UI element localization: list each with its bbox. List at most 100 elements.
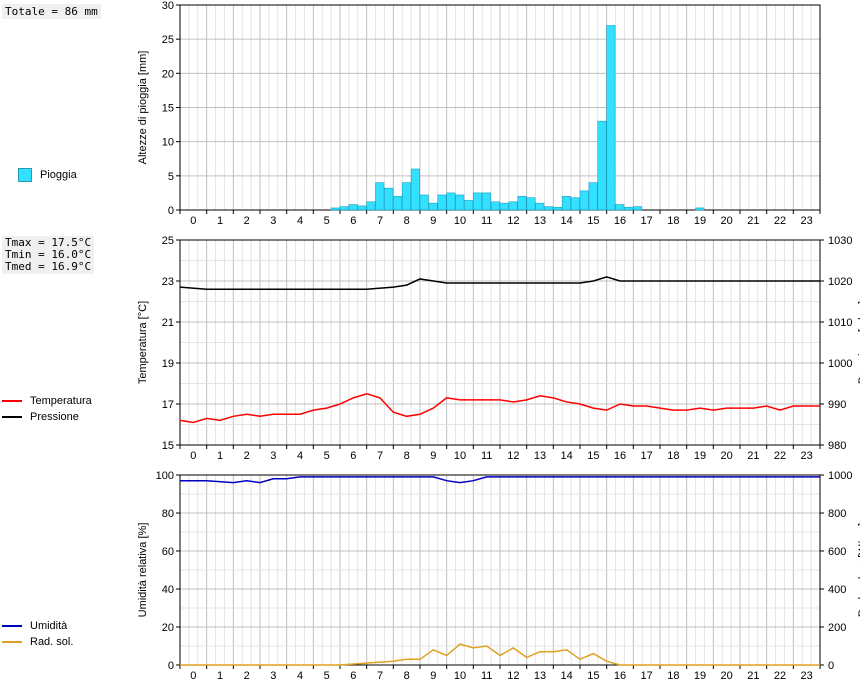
svg-text:0: 0 xyxy=(168,205,174,217)
svg-text:15: 15 xyxy=(587,450,599,462)
svg-text:15: 15 xyxy=(162,103,174,115)
svg-text:20: 20 xyxy=(721,670,733,682)
svg-text:15: 15 xyxy=(587,215,599,227)
svg-text:19: 19 xyxy=(694,670,706,682)
svg-text:20: 20 xyxy=(721,215,733,227)
svg-text:1030: 1030 xyxy=(828,235,852,247)
svg-text:12: 12 xyxy=(507,450,519,462)
svg-text:23: 23 xyxy=(801,450,813,462)
svg-text:100: 100 xyxy=(156,470,174,482)
svg-text:13: 13 xyxy=(534,450,546,462)
svg-text:25: 25 xyxy=(162,235,174,247)
svg-text:16: 16 xyxy=(614,670,626,682)
svg-text:2: 2 xyxy=(244,215,250,227)
svg-text:19: 19 xyxy=(162,358,174,370)
svg-text:17: 17 xyxy=(641,215,653,227)
svg-text:8: 8 xyxy=(404,215,410,227)
svg-text:14: 14 xyxy=(561,450,573,462)
svg-text:18: 18 xyxy=(667,215,679,227)
svg-text:17: 17 xyxy=(162,399,174,411)
svg-text:5: 5 xyxy=(324,450,330,462)
svg-text:0: 0 xyxy=(190,215,196,227)
svg-text:400: 400 xyxy=(828,584,846,596)
svg-text:11: 11 xyxy=(481,450,492,462)
svg-text:20: 20 xyxy=(721,450,733,462)
svg-text:4: 4 xyxy=(297,670,303,682)
svg-text:40: 40 xyxy=(162,584,174,596)
svg-text:4: 4 xyxy=(297,215,303,227)
svg-text:9: 9 xyxy=(430,215,436,227)
svg-text:21: 21 xyxy=(747,450,759,462)
svg-text:10: 10 xyxy=(162,137,174,149)
svg-text:19: 19 xyxy=(694,215,706,227)
svg-text:200: 200 xyxy=(828,622,846,634)
svg-text:800: 800 xyxy=(828,508,846,520)
svg-text:13: 13 xyxy=(534,670,546,682)
svg-text:16: 16 xyxy=(614,215,626,227)
svg-text:30: 30 xyxy=(162,0,174,12)
svg-text:15: 15 xyxy=(587,670,599,682)
svg-text:0: 0 xyxy=(190,670,196,682)
svg-text:23: 23 xyxy=(162,276,174,288)
svg-text:20: 20 xyxy=(162,68,174,80)
svg-text:18: 18 xyxy=(667,450,679,462)
svg-text:Temperatura [°C]: Temperatura [°C] xyxy=(137,301,149,384)
svg-text:8: 8 xyxy=(404,670,410,682)
svg-text:1010: 1010 xyxy=(828,317,852,329)
svg-text:0: 0 xyxy=(828,660,834,672)
svg-text:6: 6 xyxy=(350,670,356,682)
svg-text:Umidità relativa [%]: Umidità relativa [%] xyxy=(137,523,149,618)
svg-text:7: 7 xyxy=(377,215,383,227)
svg-text:80: 80 xyxy=(162,508,174,520)
svg-text:60: 60 xyxy=(162,546,174,558)
svg-text:14: 14 xyxy=(561,670,573,682)
svg-text:14: 14 xyxy=(561,215,573,227)
svg-text:5: 5 xyxy=(168,171,174,183)
svg-text:21: 21 xyxy=(162,317,174,329)
charts-svg: 0510152025300123456789101112131415161718… xyxy=(0,0,860,690)
svg-text:2: 2 xyxy=(244,450,250,462)
svg-text:11: 11 xyxy=(481,670,492,682)
svg-text:8: 8 xyxy=(404,450,410,462)
svg-text:2: 2 xyxy=(244,670,250,682)
svg-text:Altezze di pioggia [mm]: Altezze di pioggia [mm] xyxy=(137,51,149,165)
svg-text:22: 22 xyxy=(774,215,786,227)
svg-text:7: 7 xyxy=(377,450,383,462)
svg-text:1: 1 xyxy=(217,215,223,227)
svg-text:980: 980 xyxy=(828,440,846,452)
svg-text:10: 10 xyxy=(454,450,466,462)
svg-text:1: 1 xyxy=(217,450,223,462)
svg-text:3: 3 xyxy=(270,215,276,227)
svg-text:9: 9 xyxy=(430,450,436,462)
svg-text:600: 600 xyxy=(828,546,846,558)
svg-text:3: 3 xyxy=(270,450,276,462)
weather-dashboard: Totale = 86 mm Pioggia Tmax = 17.5°C Tmi… xyxy=(0,0,860,690)
svg-text:1020: 1020 xyxy=(828,276,852,288)
svg-text:5: 5 xyxy=(324,215,330,227)
svg-text:10: 10 xyxy=(454,670,466,682)
svg-text:6: 6 xyxy=(350,450,356,462)
svg-text:17: 17 xyxy=(641,450,653,462)
svg-text:0: 0 xyxy=(190,450,196,462)
svg-text:1000: 1000 xyxy=(828,358,852,370)
svg-text:0: 0 xyxy=(168,660,174,672)
svg-text:17: 17 xyxy=(641,670,653,682)
svg-text:19: 19 xyxy=(694,450,706,462)
svg-text:23: 23 xyxy=(801,670,813,682)
svg-text:25: 25 xyxy=(162,34,174,46)
svg-text:15: 15 xyxy=(162,440,174,452)
svg-text:11: 11 xyxy=(481,215,492,227)
svg-text:1000: 1000 xyxy=(828,470,852,482)
svg-text:21: 21 xyxy=(747,670,759,682)
svg-text:23: 23 xyxy=(801,215,813,227)
svg-text:22: 22 xyxy=(774,670,786,682)
svg-text:12: 12 xyxy=(507,215,519,227)
svg-text:10: 10 xyxy=(454,215,466,227)
svg-text:13: 13 xyxy=(534,215,546,227)
svg-text:7: 7 xyxy=(377,670,383,682)
svg-text:22: 22 xyxy=(774,450,786,462)
svg-text:5: 5 xyxy=(324,670,330,682)
svg-text:9: 9 xyxy=(430,670,436,682)
svg-text:4: 4 xyxy=(297,450,303,462)
svg-text:12: 12 xyxy=(507,670,519,682)
